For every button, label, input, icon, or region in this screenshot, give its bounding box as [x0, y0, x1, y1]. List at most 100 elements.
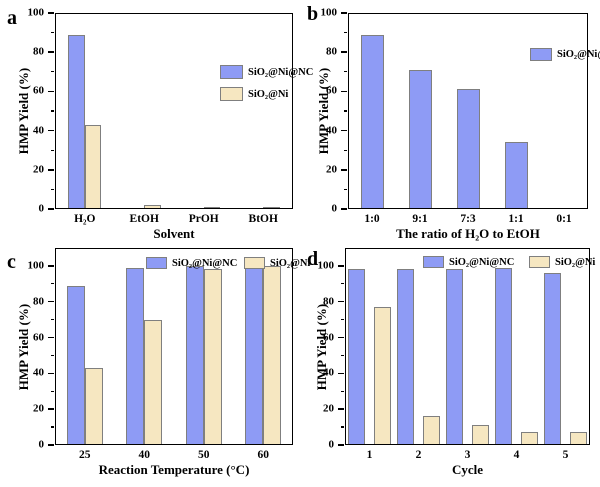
x-category-label: 3: [464, 449, 471, 461]
y-tick-label: 40: [33, 123, 44, 136]
y-tick: [341, 90, 347, 93]
x-axis-title-a: Solvent: [153, 226, 195, 241]
bar-a-1-1: [144, 205, 161, 209]
y-minor-tick: [343, 71, 347, 73]
y-tick: [48, 372, 54, 375]
bar-d-2-1: [472, 425, 489, 445]
y-tick: [48, 169, 54, 171]
x-axis-title-b: The ratio of H₂O to EtOH: [396, 226, 540, 241]
legend-item-a-1: SiO₂@Ni: [220, 87, 288, 101]
y-minor-tick: [343, 110, 347, 112]
y-minor-tick: [50, 319, 54, 321]
y-tick: [338, 444, 344, 446]
y-axis-title-b: HMP Yield (%): [316, 67, 331, 155]
y-minor-tick: [340, 319, 344, 321]
bar-c-2-0: [185, 266, 204, 445]
y-tick-label: 60: [323, 330, 334, 343]
y-tick-label: 0: [38, 202, 45, 215]
legend-swatch: [529, 256, 550, 268]
y-tick: [341, 208, 347, 210]
panel-letter-a: a: [7, 7, 17, 29]
x-category-label: 1: [366, 449, 373, 461]
y-tick-label: 0: [331, 202, 338, 215]
y-tick-label: 100: [320, 6, 338, 19]
y-tick-label: 60: [326, 84, 337, 97]
y-minor-tick: [50, 149, 54, 151]
y-tick-label: 20: [33, 163, 44, 176]
x-category-label: 40: [138, 449, 151, 461]
y-minor-tick: [340, 426, 344, 428]
y-tick: [48, 265, 54, 267]
legend-swatch: [244, 257, 265, 269]
x-category-label: H₂O: [74, 213, 96, 225]
bar-a-0-1: [84, 125, 102, 209]
legend-swatch: [423, 256, 444, 268]
x-category-label: 50: [198, 449, 210, 461]
plot-area-c: 0 20 40 60 80 100 25 40 50 60 SiO₂@Ni@NC SiO₂@Ni: [28, 248, 310, 461]
legend-item-d-0: SiO₂@Ni@NC: [423, 256, 514, 268]
y-tick: [341, 129, 347, 132]
x-category-label: 60: [257, 449, 270, 461]
bar-d-0-0: [348, 269, 365, 445]
bar-a-2-1: [203, 207, 221, 209]
y-tick-label: 80: [33, 295, 44, 308]
y-minor-tick: [340, 390, 344, 392]
x-category-label: 25: [79, 449, 91, 461]
bar-b-2-0: [456, 89, 480, 209]
y-tick: [338, 265, 344, 267]
bar-d-1-0: [397, 269, 414, 445]
y-minor-tick: [343, 188, 347, 190]
y-tick-label: 60: [33, 84, 44, 97]
x-category-label: 4: [513, 449, 520, 461]
y-tick-label: 20: [33, 402, 44, 415]
bar-d-4-0: [544, 273, 561, 445]
bar-c-0-0: [66, 286, 85, 445]
y-tick: [48, 12, 54, 14]
legend-label: SiO₂@Ni: [555, 256, 596, 268]
legend-label: SiO₂@Ni@NC: [172, 257, 238, 269]
bar-b-4-0: [552, 208, 576, 209]
y-tick: [48, 51, 54, 53]
y-minor-tick: [50, 188, 54, 190]
y-tick: [48, 90, 54, 93]
y-tick-label: 40: [33, 366, 44, 379]
legend-label: SiO₂@Ni@NC: [449, 256, 515, 268]
plot-area-d: 0 20 40 60 80 100 1 2 3 4 5 SiO₂@Ni@NC SiO₂@Ni: [318, 248, 595, 461]
bar-b-0-0: [360, 35, 384, 209]
y-tick-label: 40: [323, 366, 334, 379]
legend-swatch: [146, 257, 167, 269]
bar-c-3-0: [245, 266, 264, 445]
bar-c-3-1: [263, 266, 282, 445]
panel-letter-c: c: [7, 251, 16, 273]
y-minor-tick: [340, 283, 344, 285]
plot-area-a: 0 20 40 60 80 100 H₂O EtOH PrOH BtOH SiO₂@Ni@NC SiO…: [28, 6, 314, 225]
y-tick: [48, 300, 54, 303]
bar-a-0-0: [68, 35, 85, 209]
y-tick: [338, 300, 344, 303]
bar-d-0-1: [374, 307, 391, 445]
y-tick: [341, 12, 347, 14]
bar-c-2-1: [203, 269, 222, 445]
y-tick-label: 20: [323, 402, 334, 415]
y-tick-label: 100: [317, 259, 335, 272]
legend-item-c-0: SiO₂@Ni@NC: [146, 257, 237, 269]
y-tick: [48, 408, 54, 410]
bar-b-3-0: [504, 142, 528, 209]
x-category-label: 9:1: [412, 213, 428, 225]
bar-d-3-0: [495, 268, 512, 445]
legend-swatch: [220, 87, 243, 101]
bar-d-4-1: [570, 432, 587, 445]
x-category-label: 7:3: [460, 213, 476, 225]
y-minor-tick: [50, 426, 54, 428]
y-tick: [341, 169, 347, 171]
bar-a-3-1: [263, 207, 280, 209]
x-category-label: BtOH: [248, 213, 278, 225]
y-minor-tick: [50, 354, 54, 357]
panel-c: c HMP Yield (%) 0 20 40 60 80 100 25 40 50 60 SiO₂…: [0, 243, 310, 487]
bar-b-1-0: [408, 70, 432, 209]
y-tick-label: 100: [27, 259, 45, 272]
y-tick: [48, 336, 54, 339]
x-category-label: 5: [562, 449, 569, 461]
y-tick-label: 0: [38, 438, 45, 451]
y-tick-label: 60: [33, 330, 44, 343]
